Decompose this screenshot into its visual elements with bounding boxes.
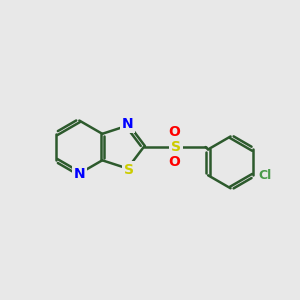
Text: Cl: Cl: [258, 169, 272, 182]
Text: O: O: [168, 125, 180, 139]
Text: N: N: [74, 167, 85, 181]
Text: S: S: [171, 140, 181, 154]
Text: S: S: [124, 163, 134, 177]
Text: O: O: [168, 155, 180, 170]
Text: N: N: [122, 117, 133, 131]
